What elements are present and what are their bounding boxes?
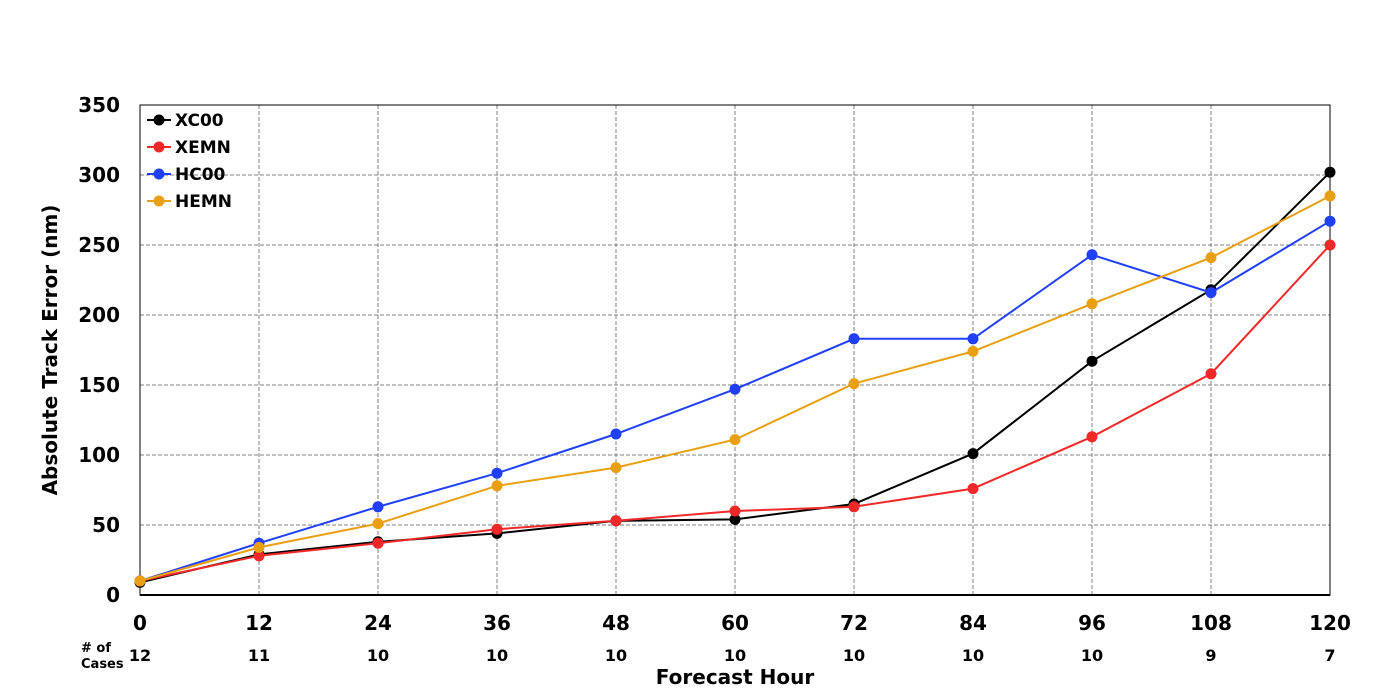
y-tick-label: 250 [78, 233, 120, 257]
data-point-hemn [491, 480, 503, 492]
x-tick-label: 120 [1309, 611, 1351, 635]
data-point-hc00 [729, 383, 741, 395]
cases-count: 7 [1324, 646, 1335, 665]
x-axis-title: Forecast Hour [656, 665, 815, 689]
y-tick-label: 200 [78, 303, 120, 327]
x-tick-label: 24 [364, 611, 392, 635]
cases-row: 12 11 10 10 10 10 10 10 10 9 7 [129, 646, 1336, 665]
data-point-hc00 [372, 501, 384, 513]
chart-series [134, 166, 1336, 588]
data-point-xemn [1086, 431, 1098, 443]
chart-axes [139, 104, 1331, 596]
cases-label-line1: # of [81, 641, 111, 656]
data-point-xemn [372, 537, 384, 549]
data-point-hc00 [848, 333, 860, 345]
data-point-hc00 [491, 467, 503, 479]
cases-count: 10 [486, 646, 508, 665]
data-point-xemn [610, 515, 622, 527]
x-tick-label: 60 [721, 611, 749, 635]
data-point-hemn [1205, 252, 1217, 264]
data-point-xemn [491, 523, 503, 535]
legend-marker-xc00 [153, 114, 165, 126]
x-tick-label: 0 [133, 611, 147, 635]
chart-legend: XC00 XEMN HC00 HEMN [147, 111, 232, 212]
data-point-hemn [967, 345, 979, 357]
y-tick-label: 100 [78, 443, 120, 467]
x-tick-label: 72 [840, 611, 868, 635]
data-point-xemn [1324, 239, 1336, 251]
data-point-xemn [848, 501, 860, 513]
data-point-hemn [134, 575, 146, 587]
data-point-hc00 [1086, 249, 1098, 261]
data-point-hc00 [1324, 215, 1336, 227]
legend-marker-xemn [153, 141, 165, 153]
data-point-xemn [967, 483, 979, 495]
data-point-hemn [1324, 190, 1336, 202]
data-point-hemn [848, 378, 860, 390]
cases-count: 10 [367, 646, 389, 665]
data-point-hemn [372, 518, 384, 530]
data-point-xc00 [729, 513, 741, 525]
y-axis-title: Absolute Track Error (nm) [38, 205, 62, 496]
legend-marker-hemn [153, 195, 165, 207]
legend-label-hemn: HEMN [175, 192, 232, 212]
data-point-hemn [610, 462, 622, 474]
cases-count: 10 [843, 646, 865, 665]
data-point-hemn [253, 541, 265, 553]
data-point-hc00 [967, 333, 979, 345]
cases-count: 10 [605, 646, 627, 665]
y-tick-label: 300 [78, 163, 120, 187]
x-tick-label: 12 [245, 611, 273, 635]
legend-label-hc00: HC00 [175, 165, 226, 185]
x-tick-label: 84 [959, 611, 987, 635]
cases-count: 11 [248, 646, 270, 665]
data-point-hc00 [610, 428, 622, 440]
cases-count: 10 [1081, 646, 1103, 665]
data-point-hemn [729, 434, 741, 446]
data-point-xc00 [967, 448, 979, 460]
legend-label-xc00: XC00 [175, 111, 224, 131]
legend-marker-hc00 [153, 168, 165, 180]
data-point-xemn [1205, 368, 1217, 380]
chart-ticks: 0 50 100 150 200 250 300 350 0 12 24 36 48 60 72 84 96 10… [78, 93, 1351, 635]
data-point-xemn [253, 550, 265, 562]
y-tick-label: 50 [92, 513, 120, 537]
data-point-xc00 [1324, 166, 1336, 178]
data-point-xemn [729, 505, 741, 517]
legend-label-xemn: XEMN [175, 138, 231, 158]
cases-count: 12 [129, 646, 151, 665]
cases-count: 10 [962, 646, 984, 665]
x-tick-label: 48 [602, 611, 630, 635]
x-tick-label: 36 [483, 611, 511, 635]
cases-count: 9 [1205, 646, 1216, 665]
cases-label-line2: Cases [81, 657, 124, 672]
cases-count: 10 [724, 646, 746, 665]
y-tick-label: 350 [78, 93, 120, 117]
x-tick-label: 108 [1190, 611, 1232, 635]
chart-grid [140, 105, 1330, 595]
x-tick-label: 96 [1078, 611, 1106, 635]
y-tick-label: 0 [106, 583, 120, 607]
data-point-hc00 [1205, 287, 1217, 299]
y-tick-label: 150 [78, 373, 120, 397]
data-point-xc00 [1086, 355, 1098, 367]
data-point-hemn [1086, 298, 1098, 310]
